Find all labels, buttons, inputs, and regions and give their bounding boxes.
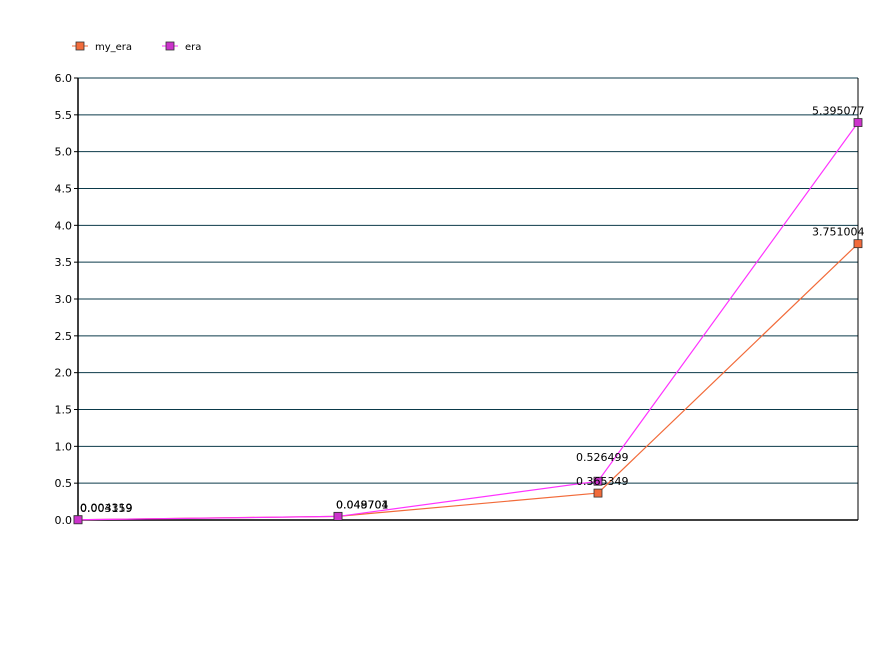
legend-label: era [185,42,201,53]
y-tick-label: 6.0 [55,72,73,85]
data-label: 5.395077 [812,105,865,118]
y-tick-label: 2.5 [55,330,73,343]
data-label: 3.751004 [812,226,865,239]
grid [78,77,858,484]
data-label: 0.365349 [576,475,629,488]
legend: my_era era [72,41,201,53]
y-tick-label: 0.0 [55,514,73,527]
data-point [593,488,603,498]
series-line-era [77,122,859,521]
y-tick-label: 4.5 [55,183,73,196]
data-point [333,512,343,521]
data-label: 0.003159 [80,502,133,515]
data-labels: 0.004319 0.049704 0.365349 3.751004 0.003159… [80,105,865,515]
data-point [853,118,863,127]
legend-label: my_era [95,42,132,53]
y-tick-label: 3.5 [55,256,73,269]
y-tick-label: 5.5 [55,109,73,122]
data-point [853,239,863,249]
data-point [593,476,603,486]
y-tick-label: 3.0 [55,293,73,306]
legend-marker [75,41,85,51]
y-tick-label: 1.0 [55,440,73,453]
y-tick-label: 2.0 [55,367,73,380]
data-label: 0.004319 [80,502,133,515]
legend-marker [165,41,175,51]
data-label: 0.048701 [336,498,389,511]
series-layer [73,118,863,525]
y-tick-label: 5.0 [55,146,73,159]
y-tick-label: 4.0 [55,219,73,232]
y-axis-ticks: 0.0 0.5 1.0 1.5 2.0 2.5 3.0 3.5 4.0 4.5 5.0 5.5 6.0 [55,72,78,527]
data-label: 0.049704 [336,498,389,511]
y-tick-label: 1.5 [55,404,73,417]
data-point [73,515,83,525]
y-tick-label: 0.5 [55,477,73,490]
series-line-my_era [77,243,859,521]
data-label: 0.526499 [576,451,629,464]
